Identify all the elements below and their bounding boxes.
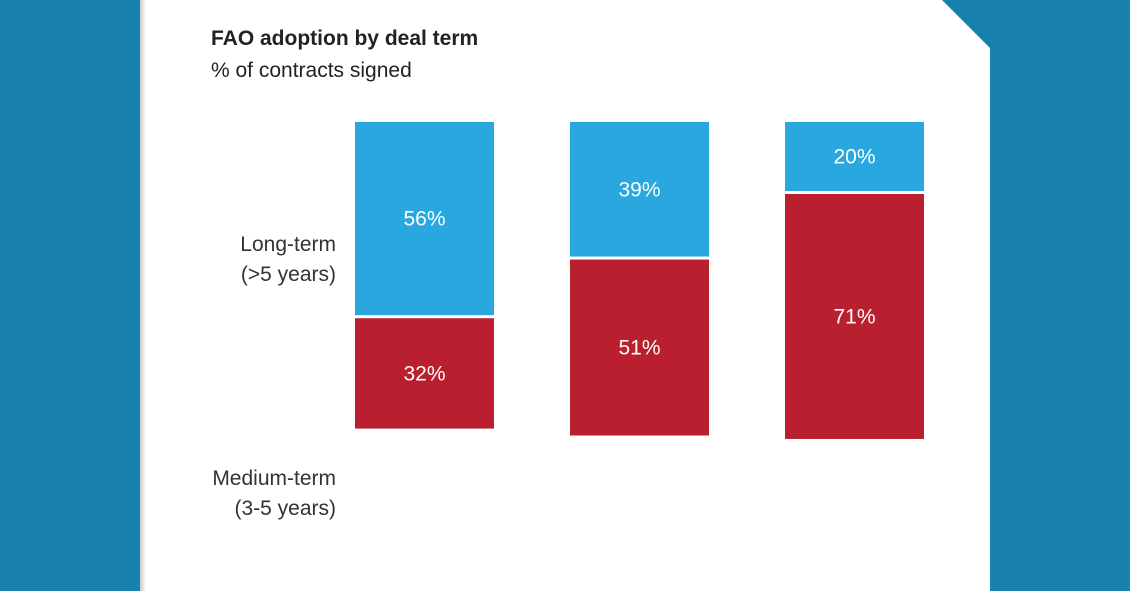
bar-1-long-term <box>355 122 494 316</box>
bar-value-label: 39% <box>618 178 660 201</box>
series-label-medium-term-line-2: (3-5 years) <box>234 497 336 520</box>
card-edge-shadow <box>140 0 146 591</box>
bar-2-medium-term <box>570 259 709 436</box>
series-label-medium-term: Medium-term (3-5 years) <box>76 464 336 524</box>
chart-subtitle: % of contracts signed <box>211 59 412 82</box>
bar-2-long-term <box>570 122 709 257</box>
bar-value-label: 51% <box>618 337 660 360</box>
series-label-medium-term-line-1: Medium-term <box>212 467 336 490</box>
bar-value-label: 71% <box>833 305 875 328</box>
chart-title: FAO adoption by deal term <box>211 27 479 50</box>
series-label-long-term: Long-term (>5 years) <box>76 230 336 290</box>
bar-3-medium-term <box>785 194 924 439</box>
bar-value-label: 32% <box>403 362 445 385</box>
series-label-long-term-line-1: Long-term <box>240 233 336 256</box>
bar-value-label: 56% <box>403 208 445 231</box>
series-label-long-term-line-2: (>5 years) <box>240 263 336 286</box>
bar-1-medium-term <box>355 318 494 429</box>
bar-value-label: 20% <box>833 146 875 169</box>
bar-3-long-term <box>785 122 924 191</box>
